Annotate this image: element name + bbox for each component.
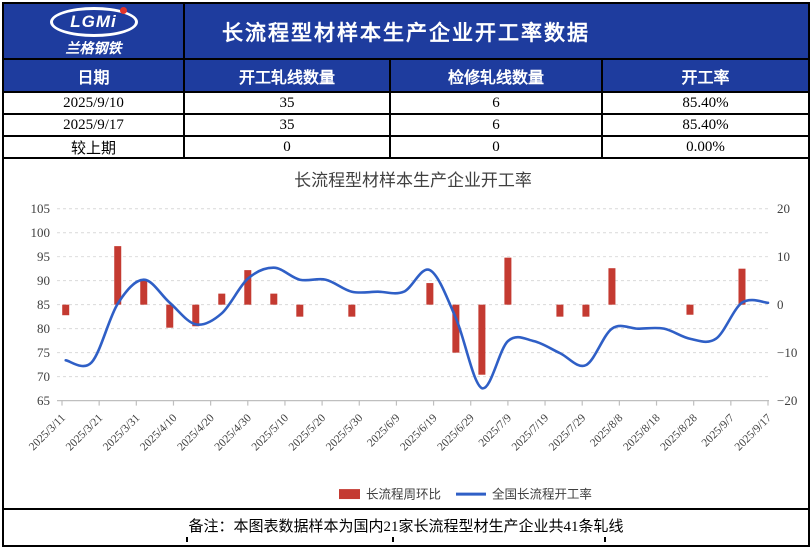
maintenance-lines-cell: 6 [391,115,603,135]
svg-text:100: 100 [31,225,50,240]
date-cell: 较上期 [4,137,185,157]
bar [452,304,460,353]
grid-stub [186,537,188,542]
bar [114,246,122,305]
open-lines-cell: 0 [185,137,391,157]
bar [504,257,512,305]
svg-text:2025/4/30: 2025/4/30 [212,412,254,453]
x-axis: 2025/3/112025/3/212025/3/312025/4/102025… [27,400,775,453]
bar [166,304,174,328]
bar [556,304,564,317]
header-band: 长流程型材样本生产企业开工率数据 LGMi 兰格钢铁 [4,4,808,60]
logo-dot-icon [119,6,127,14]
svg-text:2025/6/9: 2025/6/9 [365,412,403,449]
svg-text:2025/5/20: 2025/5/20 [287,412,329,453]
table-row: 2025/9/10 35 6 85.40% [4,93,808,115]
bar [478,304,486,375]
legend: 长流程周环比 全国长流程开工率 [339,487,592,502]
legend-bar-swatch [339,489,360,500]
svg-text:90: 90 [37,273,50,288]
svg-text:2025/8/8: 2025/8/8 [588,412,626,449]
svg-text:2025/9/17: 2025/9/17 [733,412,775,453]
bar [218,293,226,305]
table-header-row: 日期 开工轧线数量 检修轧线数量 开工率 [4,60,808,93]
svg-text:2025/4/10: 2025/4/10 [138,412,180,453]
svg-text:2025/5/30: 2025/5/30 [324,412,366,453]
svg-text:70: 70 [37,369,50,384]
svg-text:0: 0 [777,297,784,312]
legend-bar-label: 长流程周环比 [366,487,441,502]
open-lines-cell: 35 [185,115,391,135]
gridlines [57,208,769,402]
svg-text:75: 75 [37,345,50,360]
bar-series [62,246,746,375]
svg-text:2025/8/18: 2025/8/18 [621,412,663,453]
svg-text:2025/8/28: 2025/8/28 [658,412,700,453]
y-axis-right: 20 10 0 −10 −20 [777,201,797,408]
column-header-date: 日期 [4,60,185,91]
svg-text:65: 65 [37,393,50,408]
logo-text: LGMi [70,11,117,31]
svg-text:2025/9/7: 2025/9/7 [700,412,738,449]
svg-text:2025/7/19: 2025/7/19 [510,412,552,453]
grid-stub [392,537,394,542]
svg-text:2025/7/29: 2025/7/29 [547,412,589,453]
logo-oval: LGMi [49,6,138,37]
svg-text:20: 20 [777,201,790,216]
chart-title: 长流程型材样本生产企业开工率 [294,171,532,190]
bar [608,268,616,305]
logo-subtext: 兰格钢铁 [65,41,122,57]
svg-text:2025/6/29: 2025/6/29 [435,412,477,453]
rate-cell: 85.40% [682,116,729,133]
column-header-maintenance-lines: 检修轧线数量 [391,60,603,91]
bar [426,283,434,305]
svg-text:−20: −20 [777,393,797,408]
report-title: 长流程型材样本生产企业开工率数据 [222,21,590,45]
svg-text:95: 95 [37,249,50,264]
table-row: 2025/9/17 35 6 85.40% [4,115,808,137]
maintenance-lines-cell: 6 [391,93,603,113]
legend-line-label: 全国长流程开工率 [492,487,592,502]
line-series [64,266,770,390]
company-logo: LGMi 兰格钢铁 [4,4,185,60]
bar [296,304,304,317]
chart-cell: 长流程型材样本生产企业开工率 105 100 95 90 85 80 75 70 65 20 10 0−… [4,159,808,510]
svg-text:10: 10 [777,249,790,264]
column-header-rate: 开工率 [681,69,730,87]
bar [686,304,694,315]
bar [582,304,590,317]
svg-text:−10: −10 [777,345,797,360]
footer-note: 备注：本图表数据样本为国内21家长流程型材生产企业共41条轧线 [188,518,624,535]
svg-text:2025/7/9: 2025/7/9 [477,412,515,449]
rate-cell: 85.40% [682,94,729,111]
rate-cell: 0.00% [686,138,725,155]
svg-text:2025/3/21: 2025/3/21 [64,412,106,453]
column-header-open-lines: 开工轧线数量 [185,60,391,91]
svg-text:80: 80 [37,321,50,336]
footer-note-row: 备注：本图表数据样本为国内21家长流程型材生产企业共41条轧线 [4,510,808,542]
bar [348,304,356,317]
bar [738,268,746,305]
svg-text:2025/3/31: 2025/3/31 [101,412,143,453]
open-lines-cell: 35 [185,93,391,113]
grid-stub [604,537,606,542]
date-cell: 2025/9/17 [4,115,185,135]
svg-text:85: 85 [37,297,50,312]
bar [62,304,70,316]
y-axis-left: 105 100 95 90 85 80 75 70 65 [31,201,50,408]
bar [140,280,148,305]
svg-text:105: 105 [31,201,50,216]
bar [244,270,252,305]
date-cell: 2025/9/10 [4,93,185,113]
svg-text:2025/4/20: 2025/4/20 [175,412,217,453]
svg-text:2025/3/11: 2025/3/11 [27,412,68,453]
operating-rate-chart: 长流程型材样本生产企业开工率1051009590858075706520100−… [27,171,797,502]
svg-text:2025/5/10: 2025/5/10 [250,412,292,453]
bar [270,293,278,305]
svg-text:2025/6/19: 2025/6/19 [398,412,440,453]
bar [192,304,200,327]
table-row: 较上期 0 0 0.00% [4,137,808,159]
maintenance-lines-cell: 0 [391,137,603,157]
